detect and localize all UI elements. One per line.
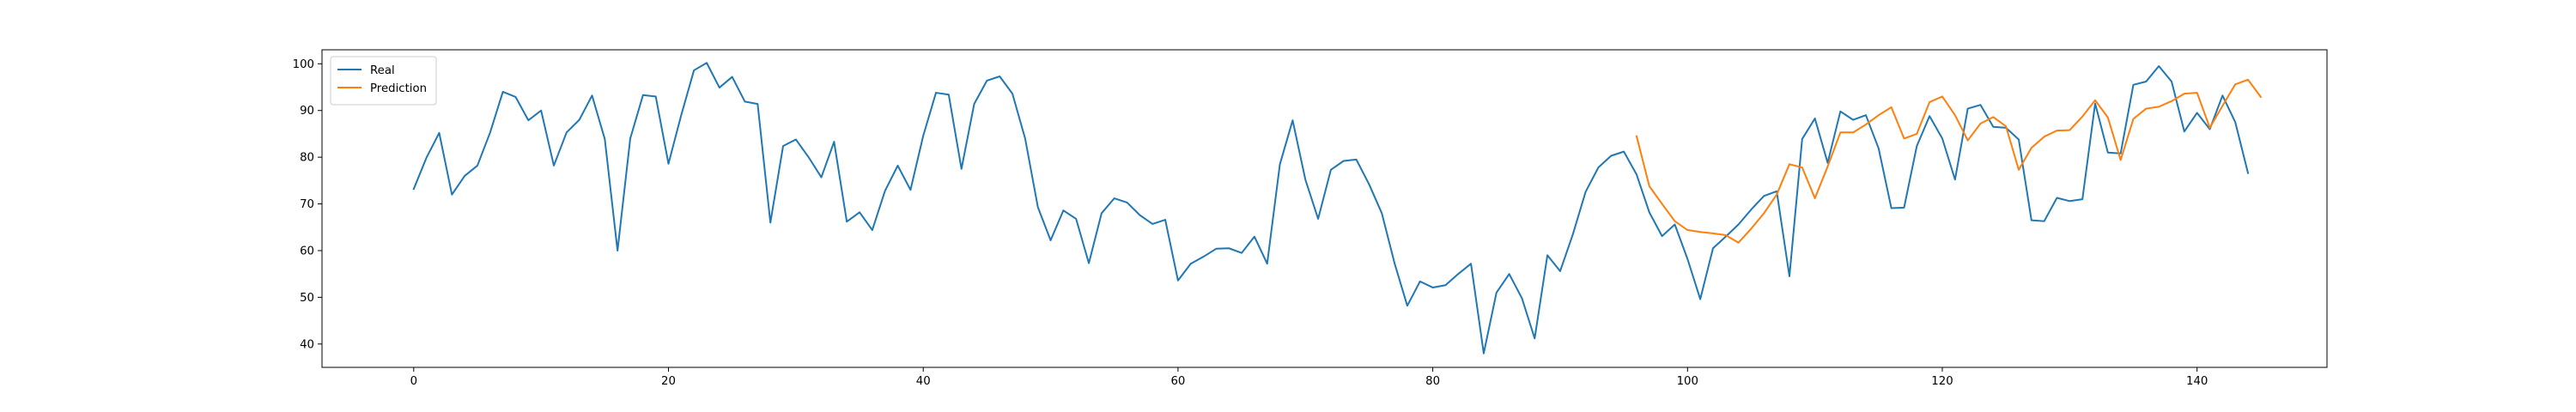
axes-frame	[321, 49, 2328, 368]
y-tick-label: 90	[300, 105, 314, 118]
series-line-real	[412, 62, 2250, 354]
legend-label-prediction: Prediction	[370, 82, 427, 95]
x-tick-label: 60	[1170, 375, 1185, 388]
y-axis: 40 50 60 70 80 90 100	[293, 58, 322, 351]
series-layer	[412, 62, 2263, 354]
x-tick-label: 0	[410, 375, 417, 388]
y-tick-label: 60	[300, 245, 314, 258]
x-tick-label: 140	[2186, 375, 2208, 388]
series-line-prediction	[1635, 78, 2263, 244]
x-tick-label: 20	[661, 375, 676, 388]
legend: Real Prediction	[330, 56, 437, 106]
plot-area: 0 20 40 60 80 100 120 140 40 50 60 70 80 90 100	[293, 49, 2328, 388]
x-tick-label: 100	[1677, 375, 1698, 388]
y-tick-label: 70	[300, 198, 314, 211]
x-axis: 0 20 40 60 80 100 120 140	[410, 367, 2208, 388]
legend-label-real: Real	[370, 64, 395, 77]
y-tick-label: 100	[293, 58, 314, 71]
y-tick-label: 50	[300, 292, 314, 305]
x-tick-label: 40	[916, 375, 931, 388]
x-tick-label: 120	[1931, 375, 1953, 388]
y-tick-label: 80	[300, 152, 314, 165]
x-tick-label: 80	[1425, 375, 1440, 388]
y-tick-label: 40	[300, 338, 314, 351]
